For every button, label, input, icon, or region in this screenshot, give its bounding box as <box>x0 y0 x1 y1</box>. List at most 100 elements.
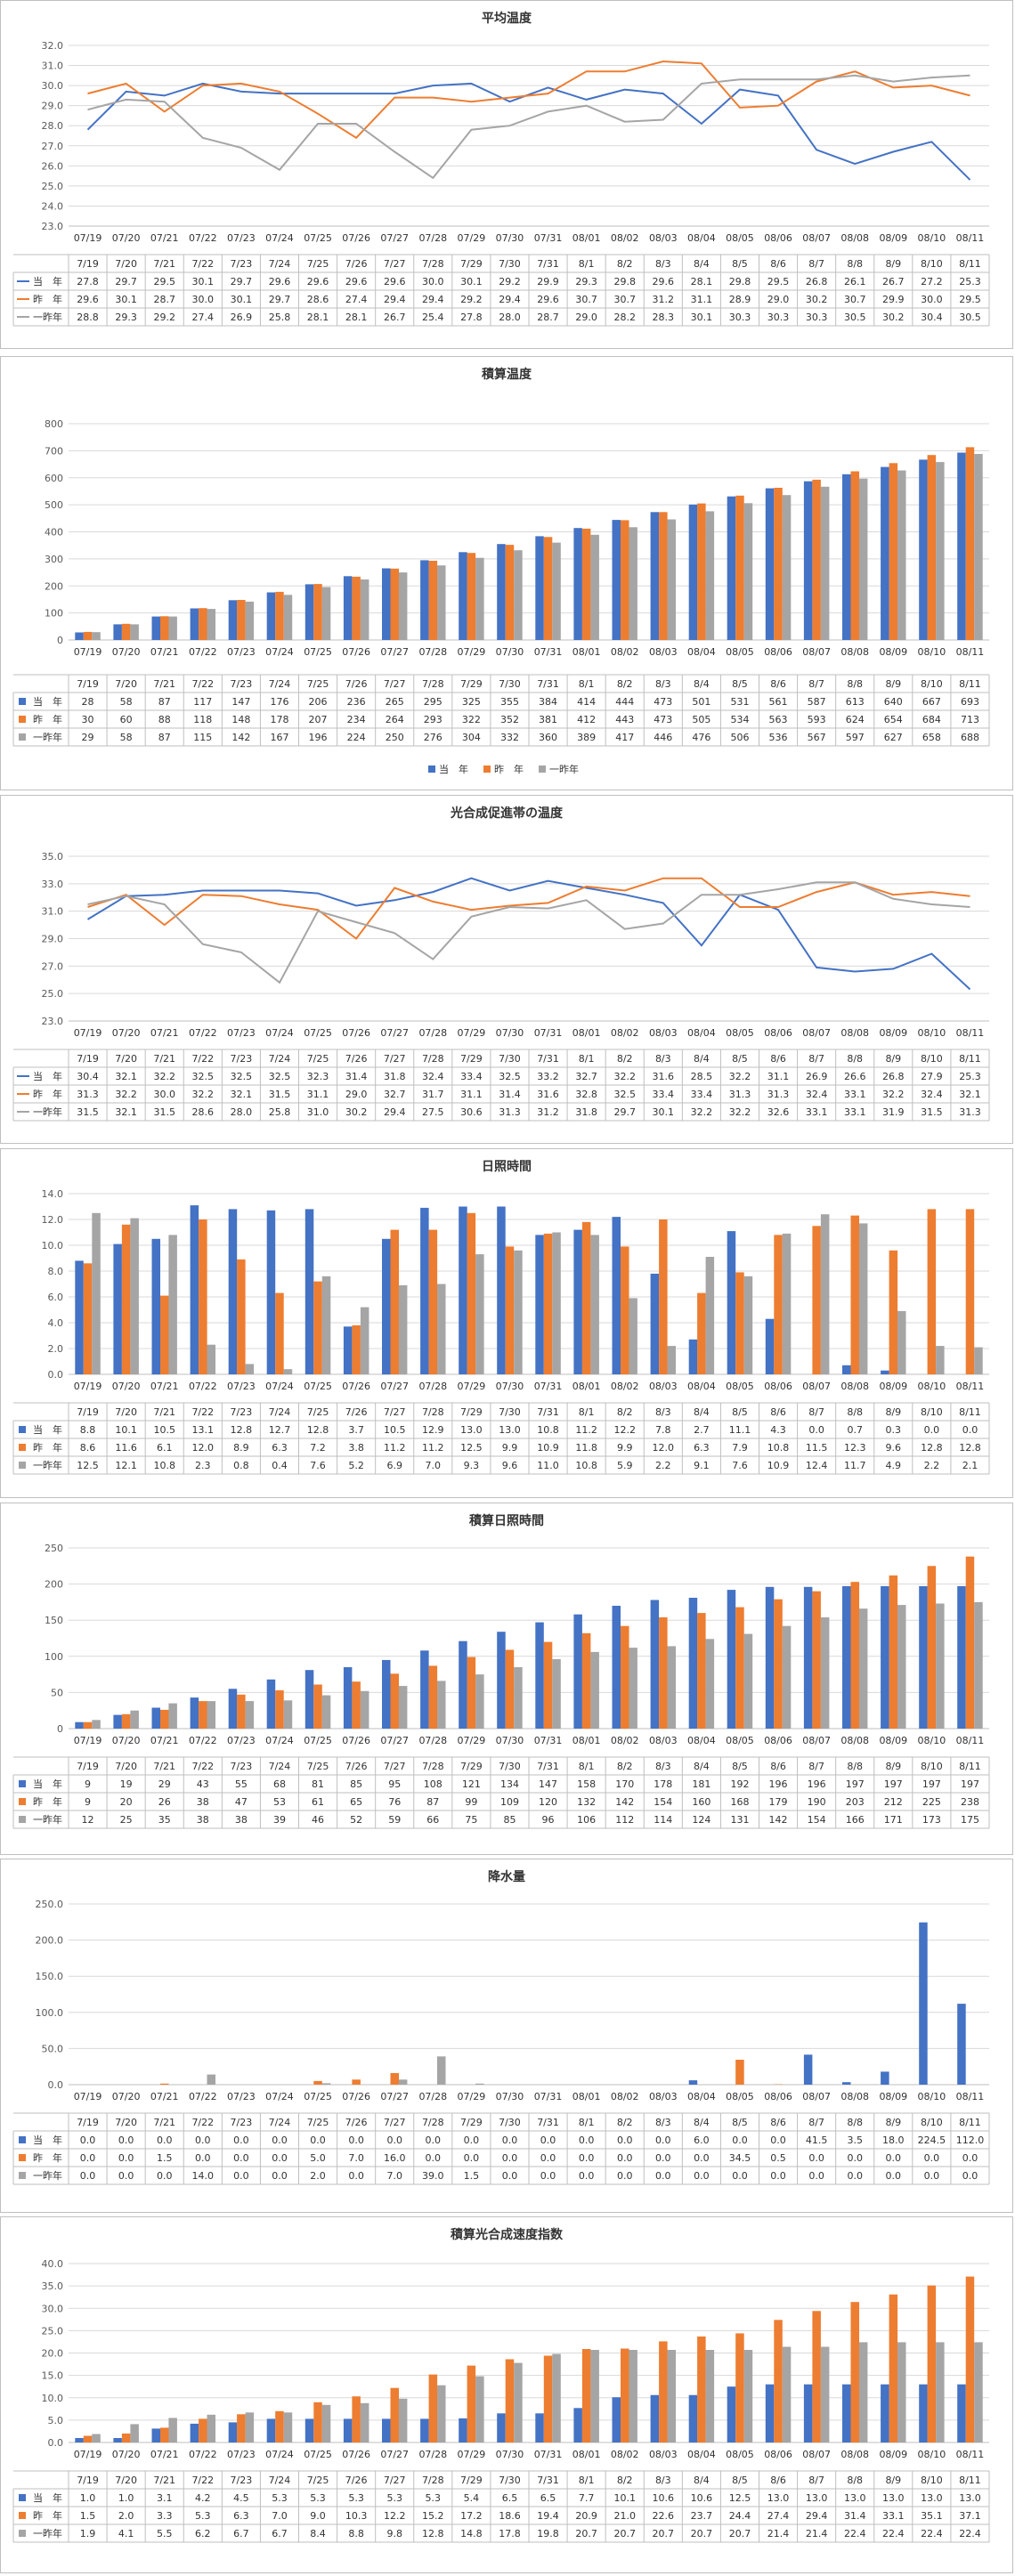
bar-s2-12 <box>552 2354 561 2443</box>
bar-s0-23 <box>957 1586 966 1729</box>
table-cell: 0.0 <box>386 2135 402 2146</box>
table-header-cell: 8/3 <box>655 2475 671 2486</box>
bar-s2-11 <box>514 550 523 640</box>
table-header-cell: 7/29 <box>460 2117 483 2128</box>
x-tick-label: 08/10 <box>918 2449 946 2460</box>
x-tick-label: 08/11 <box>956 232 985 244</box>
bar-s2-15 <box>668 520 677 641</box>
table-header-cell: 7/25 <box>307 1406 329 1418</box>
table-cell: 31.5 <box>153 1106 175 1118</box>
x-tick-label: 07/26 <box>342 2449 370 2460</box>
table-cell: 30.1 <box>691 312 713 323</box>
table-cell: 6.9 <box>386 1460 402 1471</box>
table-cell: 531 <box>730 696 749 708</box>
table-header-cell: 7/30 <box>499 1406 521 1418</box>
x-tick-label: 07/25 <box>304 1381 332 1392</box>
table-cell: 9.6 <box>886 1442 902 1454</box>
table-header-cell: 7/21 <box>153 1406 175 1418</box>
table-cell: 0.0 <box>118 2152 134 2164</box>
x-tick-label: 08/02 <box>611 2091 639 2102</box>
table-cell: 13.0 <box>499 1424 521 1436</box>
table-cell: 4.1 <box>118 2528 134 2540</box>
bar-s1-12 <box>544 2356 553 2443</box>
x-tick-label: 08/04 <box>687 2091 716 2102</box>
table-row-key <box>19 1816 26 1823</box>
table-cell: 446 <box>654 732 672 743</box>
table-cell: 207 <box>309 714 328 725</box>
table-header-cell: 7/20 <box>115 1406 137 1418</box>
table-cell: 654 <box>884 714 903 725</box>
bar-s0-18 <box>766 1319 775 1374</box>
table-cell: 31.6 <box>653 1071 675 1082</box>
table-cell: 38 <box>197 1814 209 1826</box>
y-tick-label: 400 <box>45 527 63 539</box>
x-tick-label: 08/09 <box>879 646 907 658</box>
x-tick-label: 08/01 <box>572 1735 601 1746</box>
table-cell: 536 <box>769 732 788 743</box>
y-tick-label: 27.0 <box>42 960 64 972</box>
table-header-cell: 8/7 <box>808 1761 824 1772</box>
bar-s0-12 <box>535 1623 544 1729</box>
table-header-cell: 8/1 <box>579 678 595 690</box>
bar-s1-1 <box>122 1714 131 1729</box>
table-cell: 21.4 <box>806 2528 828 2540</box>
bar-s0-8 <box>382 569 391 641</box>
y-tick-label: 25.0 <box>42 2325 64 2337</box>
table-header-cell: 8/7 <box>808 258 824 270</box>
bar-s1-22 <box>928 1209 937 1374</box>
x-tick-label: 07/29 <box>458 1027 486 1039</box>
bar-s1-4 <box>237 2414 246 2442</box>
bar-s2-14 <box>629 1298 637 1374</box>
table-cell: 30.6 <box>460 1106 483 1118</box>
bar-s0-1 <box>113 1715 121 1729</box>
x-tick-label: 08/03 <box>649 646 678 658</box>
bar-s1-3 <box>199 2418 207 2442</box>
table-cell: 170 <box>615 1778 634 1790</box>
bar-s2-2 <box>168 1235 177 1374</box>
table-cell: 0.0 <box>808 2170 824 2182</box>
bar-s0-20 <box>842 2385 851 2442</box>
y-tick-label: 31.0 <box>42 61 64 72</box>
table-cell: 0.0 <box>617 2170 633 2182</box>
table-cell: 5.3 <box>348 2492 364 2504</box>
x-tick-label: 07/19 <box>74 1381 102 1392</box>
bar-s2-23 <box>974 454 983 640</box>
x-tick-label: 08/01 <box>572 2449 601 2460</box>
bar-s0-1 <box>113 624 121 640</box>
table-cell: 148 <box>231 714 250 725</box>
table-cell: 444 <box>615 696 634 708</box>
bar-s0-6 <box>305 2418 314 2442</box>
chart-title: 降水量 <box>488 1869 525 1884</box>
table-cell: 640 <box>884 696 903 708</box>
table-cell: 30.7 <box>575 294 597 305</box>
bar-s1-23 <box>966 447 975 640</box>
bar-s2-16 <box>706 1639 715 1729</box>
bar-s1-18 <box>774 1235 783 1374</box>
y-tick-label: 28.0 <box>42 120 64 132</box>
table-cell: 14.0 <box>192 2170 215 2182</box>
table-cell: 28.9 <box>729 294 751 305</box>
table-cell: 265 <box>386 696 404 708</box>
bar-s0-14 <box>613 1217 621 1374</box>
table-header-cell: 8/4 <box>694 1761 710 1772</box>
table-header-cell: 8/1 <box>579 1053 595 1065</box>
x-tick-label: 08/01 <box>572 646 601 658</box>
table-cell: 29.2 <box>153 312 175 323</box>
table-cell: 87 <box>426 1796 439 1808</box>
table-cell: 181 <box>692 1778 710 1790</box>
table-cell: 384 <box>539 696 557 708</box>
x-tick-label: 07/20 <box>112 646 141 658</box>
x-tick-label: 07/24 <box>265 1735 294 1746</box>
bar-s1-5 <box>275 592 284 640</box>
table-cell: 30.1 <box>653 1106 675 1118</box>
table-cell: 147 <box>231 696 250 708</box>
y-tick-label: 250.0 <box>36 1899 64 1910</box>
x-tick-label: 07/26 <box>342 2091 370 2102</box>
table-cell: 29.6 <box>307 276 329 288</box>
bar-s2-7 <box>361 1691 369 1729</box>
bar-s1-13 <box>582 2349 591 2442</box>
bar-s2-10 <box>475 558 484 640</box>
table-cell: 1.5 <box>464 2170 480 2182</box>
table-cell: 160 <box>692 1796 710 1808</box>
